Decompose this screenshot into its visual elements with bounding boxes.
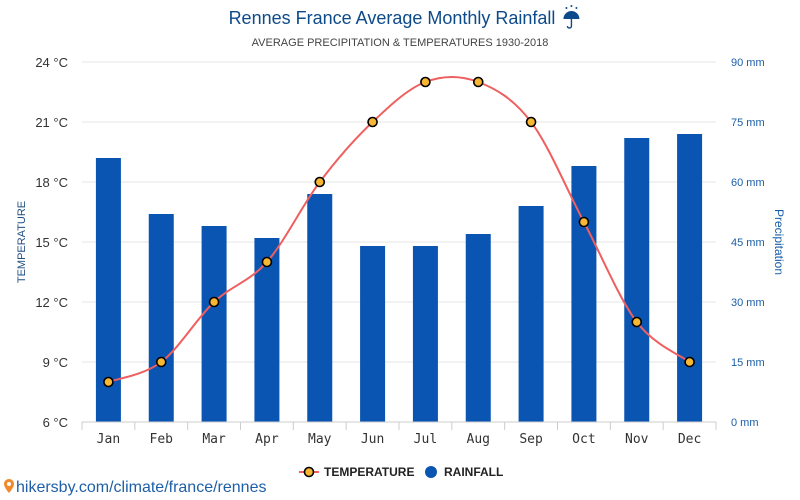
rainfall-bar[interactable]	[148, 214, 174, 422]
rainfall-bars	[95, 134, 703, 422]
y-left-tick-label: 12 °C	[35, 295, 68, 310]
legend-item-temperature[interactable]: TEMPERATURE	[299, 465, 414, 479]
temperature-point[interactable]	[684, 356, 695, 368]
temperature-point[interactable]	[367, 116, 378, 128]
rainfall-bar[interactable]	[307, 194, 333, 422]
y-right-tick-label: 90 mm	[731, 57, 765, 69]
x-tick-label: Jan	[97, 432, 120, 447]
y-right-tick-label: 60 mm	[731, 177, 765, 189]
y-right-tick-label: 45 mm	[731, 237, 765, 249]
chart-subtitle: AVERAGE PRECIPITATION & TEMPERATURES 193…	[252, 37, 549, 49]
source-link[interactable]: hikersby.com/climate/france/rennes	[4, 479, 266, 497]
y-left-tick-label: 21 °C	[35, 115, 68, 130]
y-left-tick-label: 6 °C	[43, 415, 68, 430]
x-tick-label: Feb	[150, 432, 174, 447]
axis-ticks: 6 °C 9 °C 12 °C 15 °C 18 °C 21 °C 24 °C 0 mm 15 …	[35, 55, 764, 447]
legend-label-rainfall: RAINFALL	[444, 465, 503, 479]
y-axis-left-label: TEMPERATURE	[16, 201, 28, 283]
x-tick-label: Dec	[678, 432, 701, 447]
x-tick-label: May	[308, 432, 332, 447]
temperature-line-layer	[103, 76, 695, 388]
rainfall-bar[interactable]	[677, 134, 703, 422]
rainfall-bar[interactable]	[571, 166, 597, 422]
legend-item-rainfall[interactable]: RAINFALL	[425, 465, 503, 479]
y-left-tick-label: 15 °C	[35, 235, 68, 250]
chart-title: Rennes France Average Monthly Rainfall	[229, 8, 556, 28]
map-pin-icon	[4, 479, 14, 493]
y-right-tick-label: 30 mm	[731, 297, 765, 309]
x-tick-label: Nov	[625, 432, 649, 447]
gridlines	[82, 61, 716, 423]
temperature-point[interactable]	[631, 316, 643, 328]
x-tick-label: Jul	[414, 432, 437, 447]
y-left-tick-label: 24 °C	[35, 55, 68, 70]
y-right-tick-label: 15 mm	[731, 357, 765, 369]
x-tick-label: Mar	[202, 432, 226, 447]
temperature-point[interactable]	[208, 296, 220, 308]
rainfall-bar[interactable]	[254, 238, 280, 422]
rainfall-bar[interactable]	[201, 226, 227, 422]
y-right-tick-label: 75 mm	[731, 117, 765, 129]
x-tick-label: Oct	[572, 432, 595, 447]
temperature-point[interactable]	[525, 116, 537, 128]
temperature-point[interactable]	[472, 76, 484, 88]
temperature-point[interactable]	[420, 76, 431, 88]
temperature-point[interactable]	[103, 376, 114, 388]
x-tick-label: Apr	[255, 432, 279, 447]
source-link-text: hikersby.com/climate/france/rennes	[16, 479, 267, 496]
temperature-point[interactable]	[261, 256, 273, 268]
y-right-tick-label: 0 mm	[731, 417, 759, 429]
x-tick-label: Aug	[467, 432, 490, 447]
y-left-tick-label: 9 °C	[43, 355, 68, 370]
rainfall-bar[interactable]	[465, 234, 491, 422]
umbrella-rain-icon	[563, 5, 580, 29]
rainfall-bar[interactable]	[518, 206, 544, 422]
x-tick-label: Sep	[519, 432, 543, 447]
legend-label-temperature: TEMPERATURE	[324, 465, 414, 479]
y-left-tick-label: 18 °C	[35, 175, 68, 190]
x-tick-label: Jun	[361, 432, 384, 447]
legend-dot-swatch	[425, 466, 437, 478]
legend-circle-swatch	[303, 466, 315, 478]
rainfall-bar[interactable]	[360, 246, 386, 422]
temperature-point[interactable]	[155, 356, 167, 368]
chart-legend: TEMPERATURE RAINFALL	[299, 465, 503, 479]
y-axis-right-label: Precipitation	[772, 209, 786, 275]
temperature-point[interactable]	[314, 176, 326, 188]
temperature-line	[108, 76, 691, 383]
rainfall-bar[interactable]	[624, 138, 650, 422]
rainfall-bar[interactable]	[412, 246, 438, 422]
temperature-point[interactable]	[578, 216, 590, 228]
